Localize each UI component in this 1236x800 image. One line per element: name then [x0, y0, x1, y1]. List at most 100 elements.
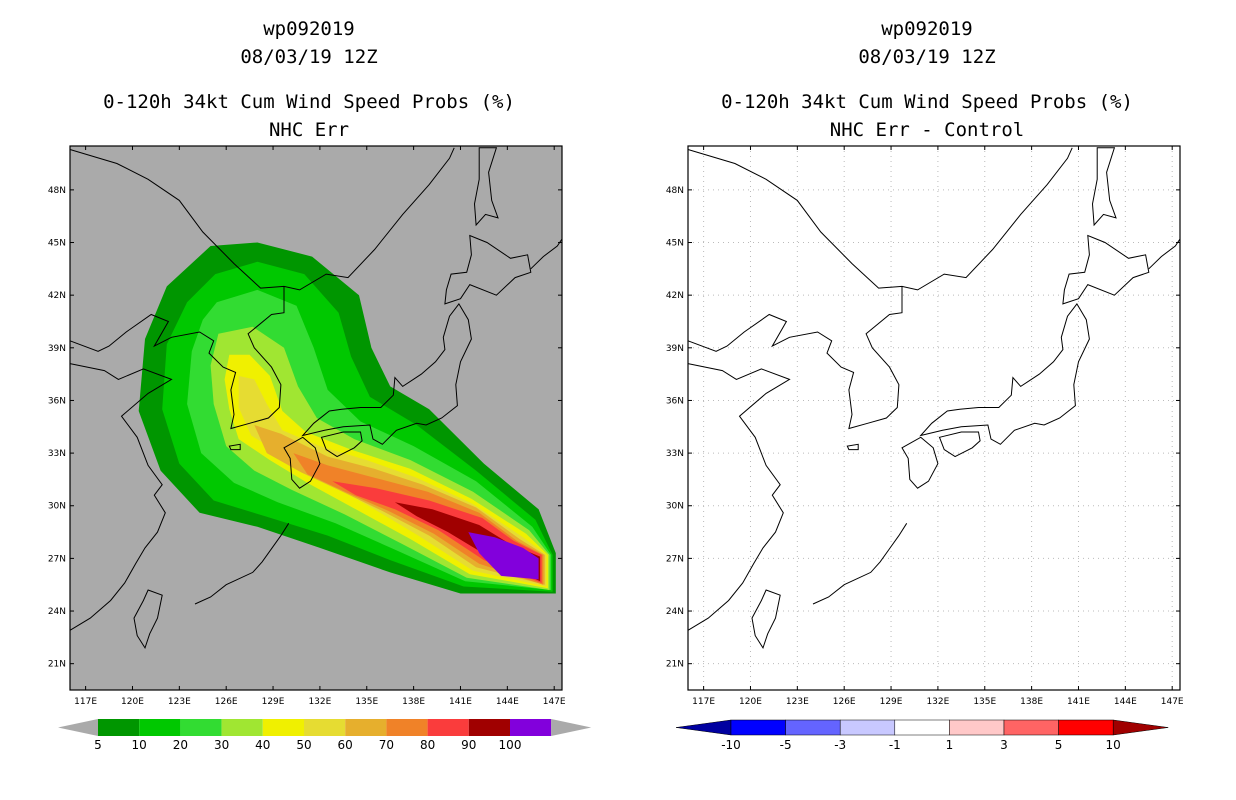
colorbar-swatch — [949, 719, 1005, 736]
coast-shikoku — [938, 431, 981, 458]
colorbar-swatch — [386, 719, 428, 736]
lat-tick-label: 24N — [666, 607, 684, 617]
coast-china-korea-bay — [687, 286, 903, 430]
lon-tick-label: 138E — [1020, 697, 1043, 707]
datetime: 08/03/19 12Z — [858, 46, 996, 68]
lat-tick-label: 39N — [48, 344, 66, 354]
lat-tick-label: 24N — [48, 607, 66, 617]
coast-shikoku — [320, 431, 363, 458]
colorbar-swatch — [730, 719, 786, 736]
left-panel: wp092019 08/03/19 12Z 0-120h 34kt Cum Wi… — [48, 18, 592, 752]
coast-hokkaido — [1062, 234, 1150, 305]
colorbar-swatch — [510, 719, 552, 736]
lon-tick-label: 129E — [880, 697, 903, 707]
lat-tick-label: 36N — [666, 396, 684, 406]
colorbar-label: 100 — [499, 738, 522, 752]
colorbar-label: 70 — [379, 738, 394, 752]
colorbar-label: -10 — [721, 738, 741, 752]
coast-shandong — [69, 363, 173, 631]
colorbar-swatch — [262, 719, 304, 736]
lat-tick-label: 48N — [666, 186, 684, 196]
colorbar-label: -1 — [889, 738, 901, 752]
colorbar: 5 10 20 30 40 50 60 70 80 90 100 — [58, 719, 592, 752]
lon-tick-label: 144E — [496, 697, 519, 707]
lon-tick-label: 135E — [355, 697, 378, 707]
colorbar-label: 1 — [946, 738, 954, 752]
lon-tick-label: 117E — [74, 697, 97, 707]
colorbar-label: 60 — [338, 738, 353, 752]
colorbar-label: -3 — [834, 738, 846, 752]
storm-id: wp092019 — [881, 18, 973, 40]
colorbar-swatch — [468, 719, 510, 736]
coast-ryukyu — [812, 523, 908, 605]
colorbar-label: -5 — [780, 738, 792, 752]
product-title: 0-120h 34kt Cum Wind Speed Probs (%) — [721, 91, 1133, 113]
colorbar-label: 10 — [1106, 738, 1121, 752]
coast-asia-mainland — [69, 147, 455, 291]
lat-tick-label: 27N — [48, 554, 66, 564]
colorbar-under-arrow — [58, 719, 98, 736]
colorbar-swatch — [98, 719, 140, 736]
datetime: 08/03/19 12Z — [240, 46, 378, 68]
lat-tick-label: 39N — [666, 344, 684, 354]
coast-shandong — [687, 363, 791, 631]
lon-tick-label: 132E — [308, 697, 331, 707]
lat-tick-label: 27N — [666, 554, 684, 564]
storm-id: wp092019 — [263, 18, 355, 40]
map-frame — [69, 145, 563, 691]
coast-sakhalin — [1091, 147, 1117, 227]
lat-tick-label: 33N — [666, 449, 684, 459]
colorbar-swatch — [221, 719, 263, 736]
colorbar: -10 -5 -3 -1 1 3 5 10 — [675, 719, 1169, 752]
colorbar-swatch — [785, 719, 841, 736]
lon-tick-label: 117E — [692, 697, 715, 707]
lat-tick-label: 30N — [666, 502, 684, 512]
lon-tick-label: 120E — [739, 697, 762, 707]
lat-tick-label: 45N — [48, 239, 66, 249]
lon-tick-label: 144E — [1114, 697, 1137, 707]
colorbar-swatch — [1058, 719, 1114, 736]
colorbar-swatch — [839, 719, 896, 736]
lat-tick-label: 21N — [48, 660, 66, 670]
colorbar-swatch — [427, 719, 469, 736]
coast-asia-mainland — [687, 147, 1073, 291]
lon-tick-label: 147E — [543, 697, 566, 707]
lon-tick-label: 147E — [1161, 697, 1184, 707]
colorbar-label: 90 — [461, 738, 476, 752]
coast-honshu — [301, 303, 472, 445]
panel-subtitle: NHC Err - Control — [829, 119, 1025, 141]
lat-tick-label: 33N — [48, 449, 66, 459]
lon-tick-label: 135E — [973, 697, 996, 707]
colorbar-label: 5 — [1055, 738, 1063, 752]
map-background — [688, 146, 1180, 690]
lon-tick-label: 126E — [833, 697, 856, 707]
coast-taiwan — [751, 589, 781, 650]
difference-map: 117E 120E 123E 126E 129E 132E 135E 138E 141E 144E… — [666, 145, 1184, 752]
map-frame — [687, 145, 1181, 691]
colorbar-label: 30 — [214, 738, 229, 752]
probability-map: 117E 120E 123E 126E 129E 132E 135E 138E 141E 144E… — [48, 145, 592, 752]
lon-tick-label: 141E — [1067, 697, 1090, 707]
lat-tick-label: 21N — [666, 660, 684, 670]
lat-tick-label: 42N — [48, 291, 66, 301]
colorbar-over-arrow — [551, 719, 592, 736]
lon-tick-label: 129E — [262, 697, 285, 707]
lon-tick-label: 123E — [786, 697, 809, 707]
lon-tick-label: 123E — [168, 697, 191, 707]
colorbar-label: 80 — [420, 738, 435, 752]
colorbar-swatch — [304, 719, 346, 736]
coast-honshu — [919, 303, 1090, 445]
lat-tick-label: 30N — [48, 502, 66, 512]
colorbar-swatch — [180, 719, 222, 736]
colorbar-label: 5 — [94, 738, 102, 752]
colorbar-over-arrow — [1112, 719, 1169, 736]
colorbar-label: 3 — [1000, 738, 1008, 752]
coast-taiwan — [133, 589, 163, 650]
lon-tick-label: 132E — [926, 697, 949, 707]
right-panel: wp092019 08/03/19 12Z 0-120h 34kt Cum Wi… — [618, 0, 1236, 800]
colorbar-under-arrow — [675, 719, 732, 736]
colorbar-label: 20 — [173, 738, 188, 752]
coast-sakhalin — [473, 147, 499, 227]
product-title: 0-120h 34kt Cum Wind Speed Probs (%) — [103, 91, 515, 113]
colorbar-swatch — [1003, 719, 1059, 736]
